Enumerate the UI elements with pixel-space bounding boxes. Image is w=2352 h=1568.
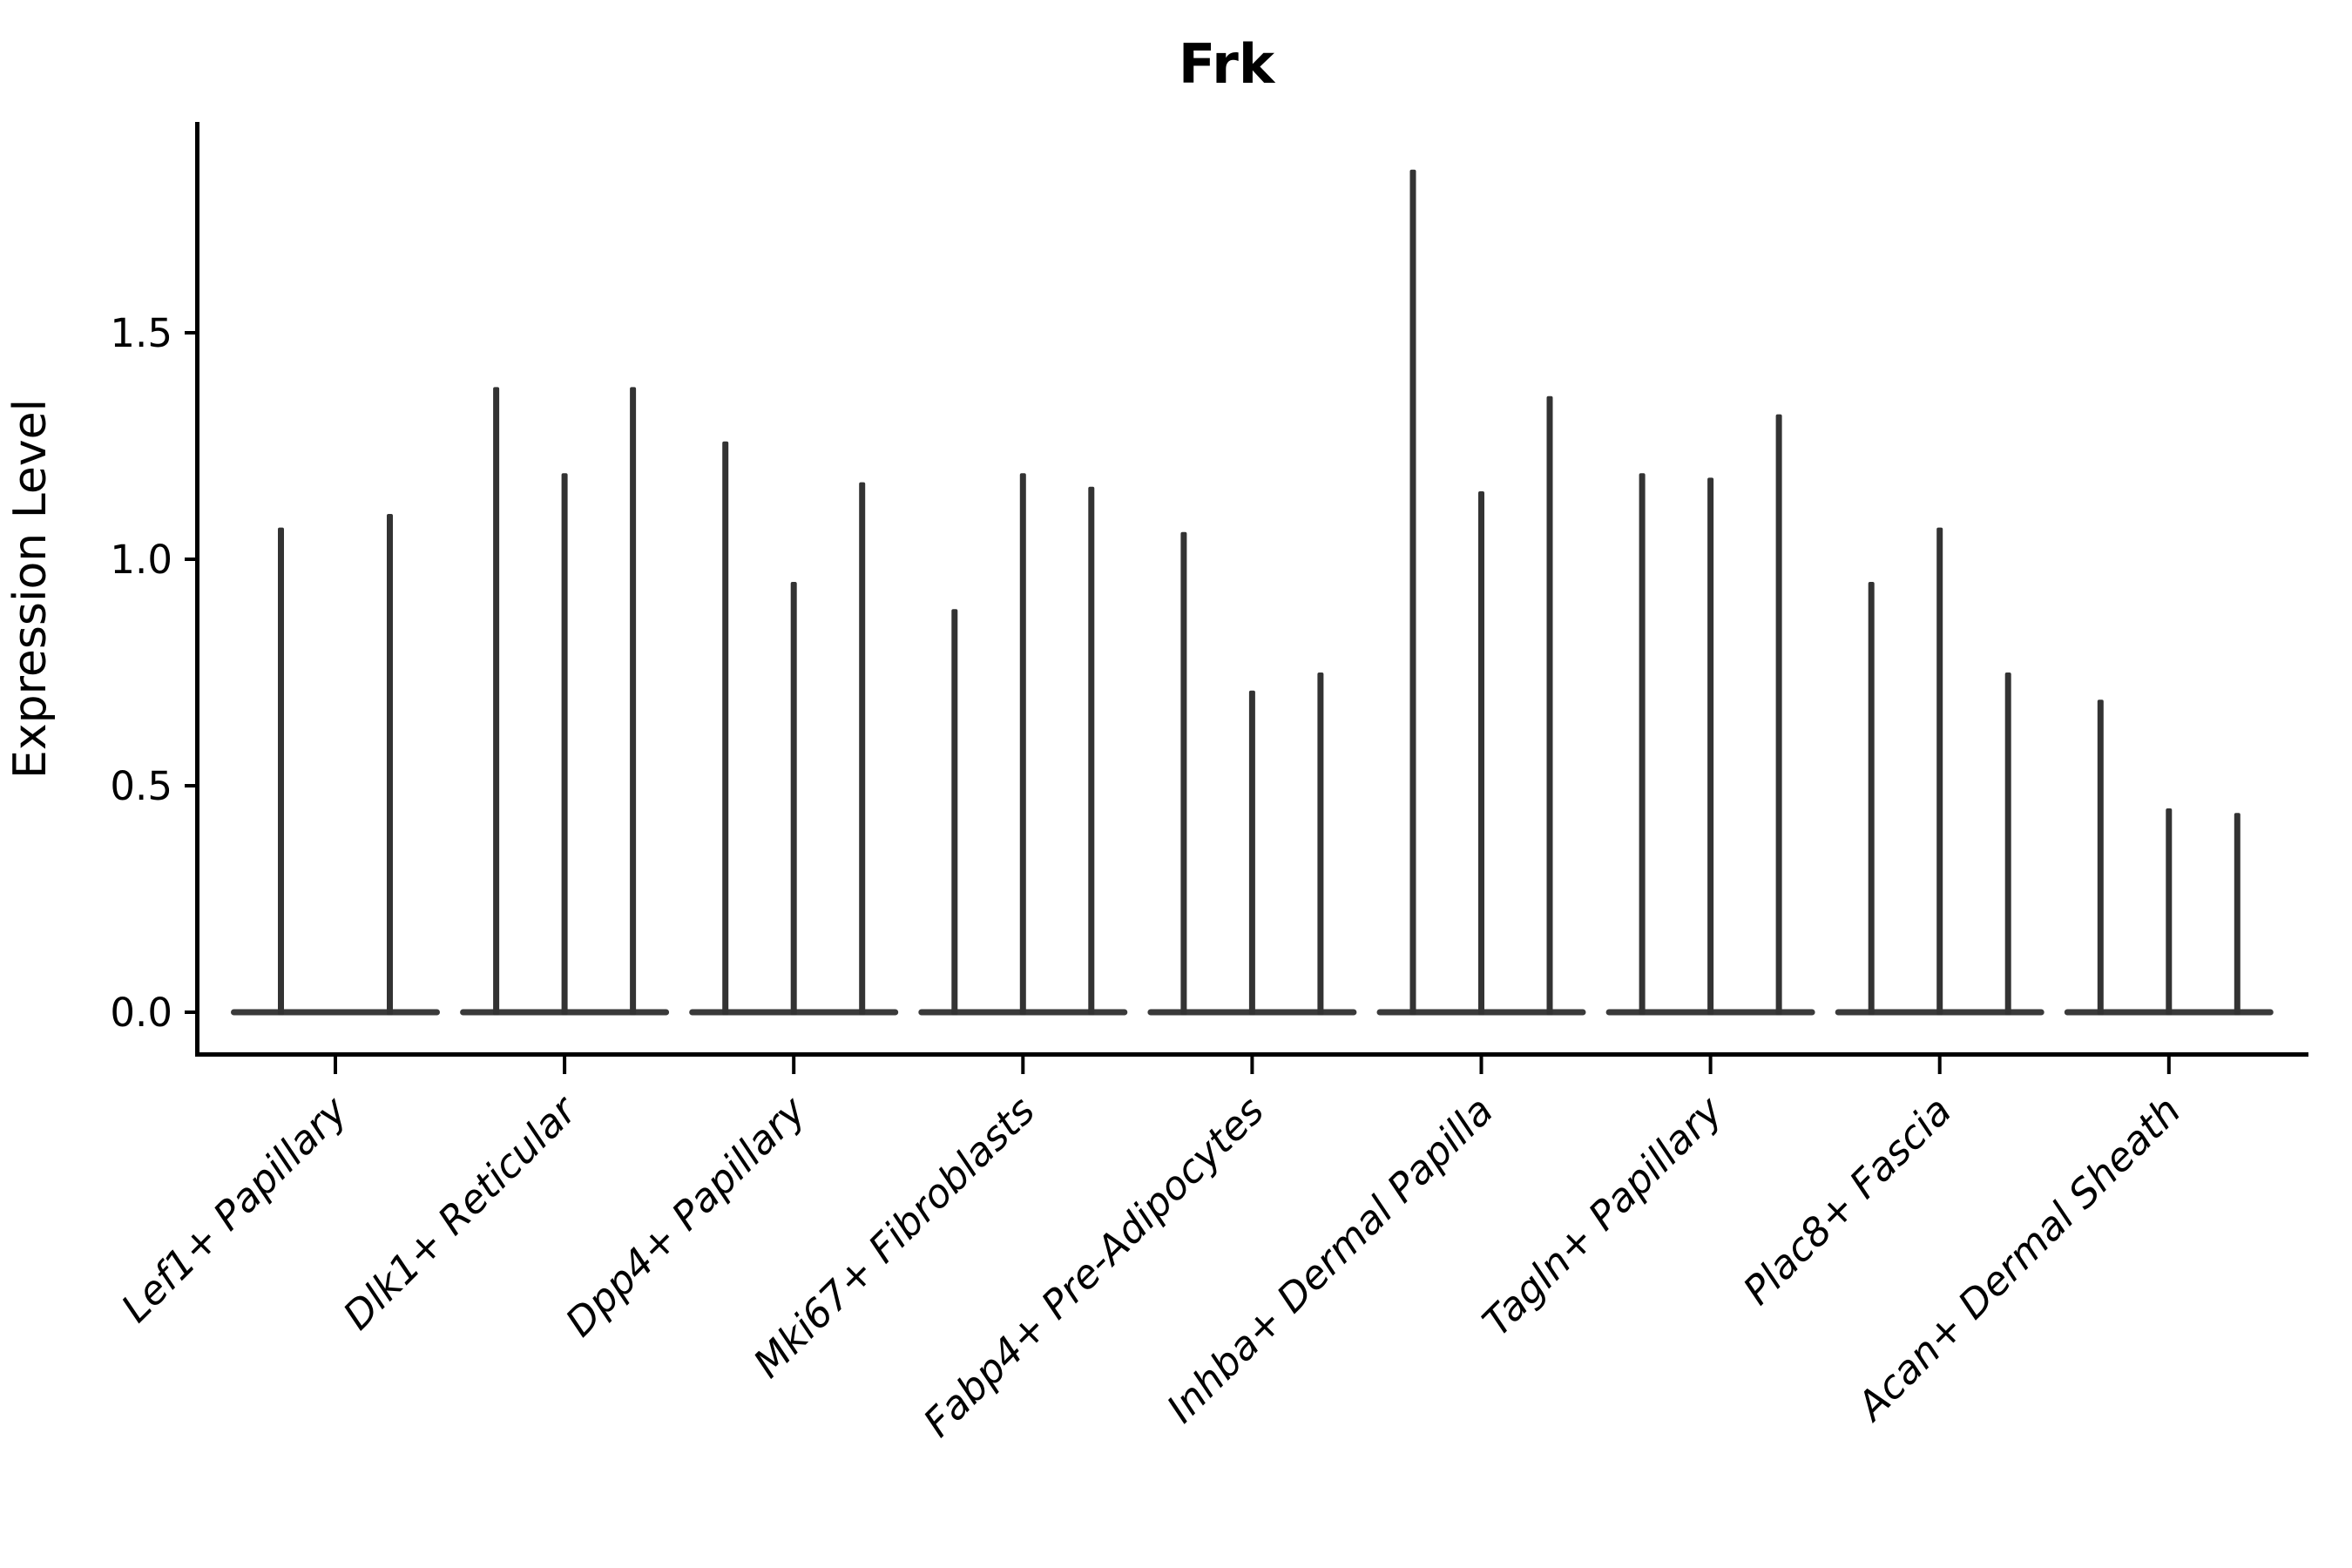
y-tick-label: 0.0 [110,990,172,1036]
y-tick [185,331,197,335]
y-tick [185,558,197,561]
violin-spike [278,527,284,1016]
violin-spike [722,441,729,1016]
violin-spike [1775,414,1782,1016]
y-axis-ticks: 0.0 0.5 1.0 1.5 [110,310,197,1036]
chart-title: Frk [1179,32,1276,96]
violin-spike [387,514,393,1016]
x-axis-ticks [334,1057,2171,1074]
violin-spike [790,582,797,1016]
violin-spike [1019,473,1026,1016]
violin-spike [2004,672,2011,1016]
violin-spike [493,387,500,1016]
y-tick-label: 0.5 [110,763,172,809]
violin-spike [1088,486,1095,1016]
y-tick-label: 1.0 [110,537,172,583]
x-tick-label: Dlk1+ Reticular [335,1086,587,1339]
violin-spike [2166,808,2173,1016]
y-tick [185,1010,197,1014]
left-spine [195,122,199,1056]
x-tick [2166,1057,2171,1074]
x-tick-label: Dpp4+ Papillary [557,1086,815,1345]
violin-spike [1707,477,1714,1016]
violin-spike [2234,813,2240,1016]
violin-spike [951,609,958,1016]
violin-spike [630,387,637,1016]
x-tick-label: Tagln+ Papillary [1473,1086,1732,1345]
y-tick [185,784,197,787]
x-tick-label: Plac8+ Fascia [1734,1087,1961,1314]
violin-spike [561,473,568,1016]
x-tick [1250,1057,1254,1074]
y-axis-label: Expression Level [4,399,57,779]
x-tick [1479,1057,1484,1074]
violin-spike [1248,690,1255,1016]
violin-spike [1639,473,1646,1016]
violin-spike [1180,531,1187,1016]
violin-spike [1936,527,1943,1016]
violin-spike [1409,169,1416,1016]
axis-spines [195,122,2308,1057]
violin-spike [859,482,866,1016]
y-tick-label: 1.5 [110,310,172,356]
x-tick [563,1057,567,1074]
x-tick [1708,1057,1713,1074]
x-tick [1937,1057,1942,1074]
violins-layer [231,169,2274,1016]
bottom-spine [195,1052,2308,1057]
x-tick-label: Lef1+ Papillary [112,1086,357,1331]
x-tick [334,1057,337,1074]
x-tick [1021,1057,1025,1074]
violin-base [231,1009,440,1016]
violin-spike [1317,672,1324,1016]
x-tick [792,1057,796,1074]
violin-spike [1868,582,1875,1016]
violin-spike [2097,700,2104,1016]
violin-spike [1478,491,1484,1016]
violin-spike [1546,395,1553,1016]
